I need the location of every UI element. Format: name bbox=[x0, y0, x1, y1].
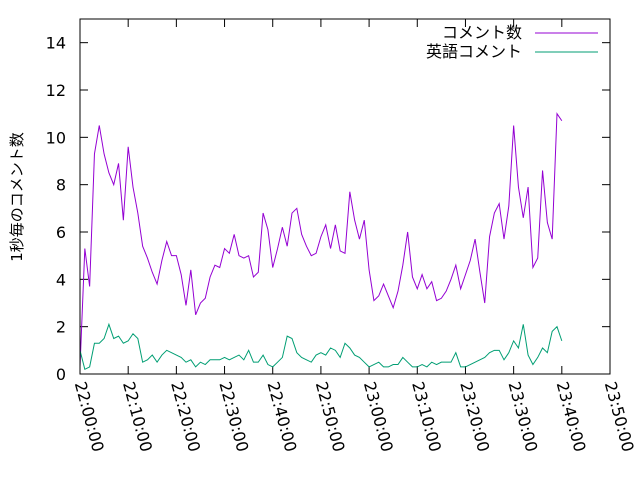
y-tick-label: 4 bbox=[56, 270, 66, 289]
y-tick-label: 0 bbox=[56, 365, 66, 384]
y-tick-label: 10 bbox=[46, 128, 66, 147]
series-line-1 bbox=[79, 112, 563, 367]
series-line-2 bbox=[79, 322, 563, 370]
y-tick-label: 14 bbox=[46, 34, 66, 53]
legend-label-1: コメント数 bbox=[442, 23, 522, 42]
y-axis-label: 1秒毎のコメント数 bbox=[8, 132, 26, 262]
y-tick-label: 12 bbox=[46, 81, 66, 100]
legend-label-2: 英語コメント bbox=[426, 42, 522, 61]
y-tick-label: 6 bbox=[56, 223, 66, 242]
series-layer bbox=[79, 112, 563, 370]
plot-frame bbox=[79, 18, 611, 375]
y-tick-label: 2 bbox=[56, 318, 66, 337]
y-axis-ticks: 0 2 4 6 8 10 12 14 bbox=[46, 34, 610, 384]
y-tick-label: 8 bbox=[56, 176, 66, 195]
